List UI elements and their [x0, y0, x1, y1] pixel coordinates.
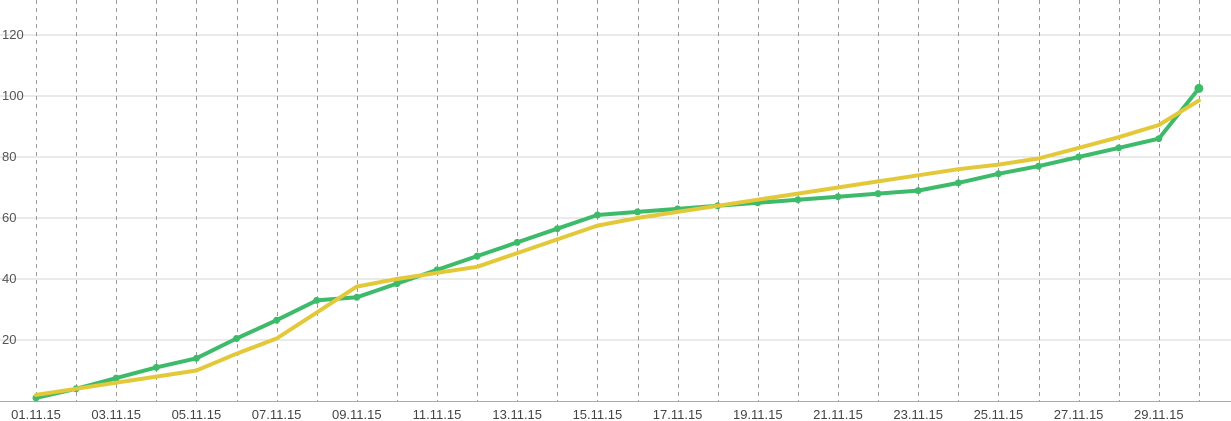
x-tick-label: 01.11.15 [11, 407, 61, 421]
horizontal-gridlines [0, 34, 1231, 341]
series-1-line [34, 86, 1201, 400]
series-1-point [1075, 153, 1083, 161]
series-1-point [794, 196, 802, 204]
y-tick-label-60: 60 [2, 210, 16, 225]
x-tick-label: 21.11.15 [813, 407, 863, 421]
series-1-point [313, 296, 321, 304]
x-tick-label: 11.11.15 [413, 407, 462, 421]
series-1-point [1115, 144, 1123, 152]
x-tick-label: 09.11.15 [332, 407, 382, 421]
x-tick-label: 29.11.15 [1134, 407, 1184, 421]
x-tick-label: 27.11.15 [1054, 407, 1104, 421]
x-tick-label: 15.11.15 [573, 407, 623, 421]
series-1-point [112, 374, 120, 382]
series-1-point [553, 225, 561, 233]
series-1-point [593, 211, 601, 219]
vertical-gridlines [36, 0, 1200, 401]
series-1-point [914, 187, 922, 195]
series-1-point [834, 193, 842, 201]
series-1-point [634, 208, 641, 216]
x-tick-label: 05.11.15 [172, 407, 222, 421]
y-tick-label-40: 40 [2, 271, 16, 286]
y-axis-tick-labels: 20 40 60 80 100 120 [2, 27, 24, 347]
series-1-point [393, 280, 401, 288]
series-2-line [34, 98, 1201, 397]
x-tick-label: 19.11.15 [733, 407, 783, 421]
series-1-point [1155, 135, 1163, 143]
y-tick-label-120: 120 [2, 27, 24, 42]
series-1-point [192, 354, 200, 362]
y-tick-label-80: 80 [2, 149, 16, 164]
y-tick-label-100: 100 [2, 88, 24, 103]
x-tick-label: 03.11.15 [91, 407, 141, 421]
series-1 [32, 83, 1204, 402]
series-1-point [954, 179, 962, 187]
series-1-point [1035, 162, 1042, 170]
series-1-point [353, 293, 361, 301]
x-tick-label: 07.11.15 [252, 407, 302, 421]
series-1-point [473, 252, 481, 260]
series-1-point [874, 190, 882, 198]
series-1-point [152, 363, 160, 371]
x-tick-label: 25.11.15 [974, 407, 1024, 421]
x-tick-label: 17.11.15 [653, 407, 703, 421]
series-1-point [233, 335, 240, 342]
series-layer [32, 83, 1204, 402]
series-1-point [994, 170, 1002, 178]
y-tick-label-20: 20 [2, 332, 16, 347]
series-1-point [1194, 83, 1204, 93]
x-axis-tick-labels: 01.11.15 03.11.15 05.11.15 07.11.15 09.11.15… [11, 407, 1183, 421]
x-tick-label: 23.11.15 [893, 407, 943, 421]
series-2 [34, 98, 1201, 397]
x-tick-label: 13.11.15 [492, 407, 542, 421]
series-1-point [273, 316, 281, 324]
series-1-point [513, 238, 521, 246]
